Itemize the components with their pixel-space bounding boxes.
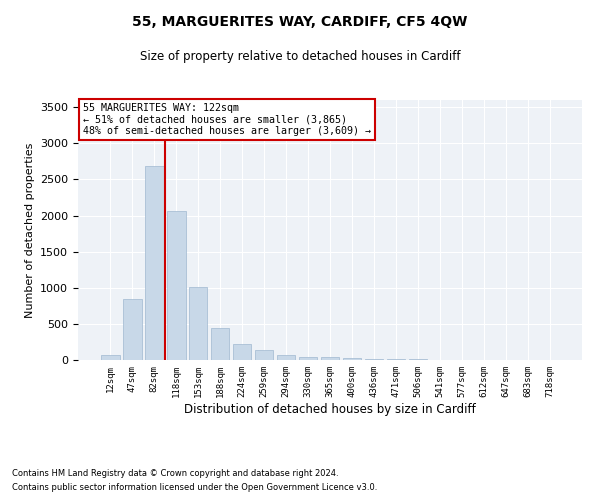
Bar	[145, 166, 164, 360]
Bar	[123, 300, 142, 360]
Bar	[255, 350, 274, 360]
Text: 55, MARGUERITES WAY, CARDIFF, CF5 4QW: 55, MARGUERITES WAY, CARDIFF, CF5 4QW	[133, 15, 467, 29]
Bar	[365, 359, 383, 360]
Y-axis label: Number of detached properties: Number of detached properties	[25, 142, 35, 318]
Bar	[299, 357, 317, 360]
Text: Size of property relative to detached houses in Cardiff: Size of property relative to detached ho…	[140, 50, 460, 63]
X-axis label: Distribution of detached houses by size in Cardiff: Distribution of detached houses by size …	[184, 402, 476, 415]
Bar	[233, 344, 251, 360]
Bar	[277, 355, 295, 360]
Bar	[343, 358, 361, 360]
Bar	[167, 211, 185, 360]
Text: Contains public sector information licensed under the Open Government Licence v3: Contains public sector information licen…	[12, 484, 377, 492]
Bar	[189, 287, 208, 360]
Bar	[320, 358, 340, 360]
Bar	[101, 354, 119, 360]
Bar	[211, 328, 229, 360]
Text: 55 MARGUERITES WAY: 122sqm
← 51% of detached houses are smaller (3,865)
48% of s: 55 MARGUERITES WAY: 122sqm ← 51% of deta…	[83, 102, 371, 136]
Text: Contains HM Land Registry data © Crown copyright and database right 2024.: Contains HM Land Registry data © Crown c…	[12, 468, 338, 477]
